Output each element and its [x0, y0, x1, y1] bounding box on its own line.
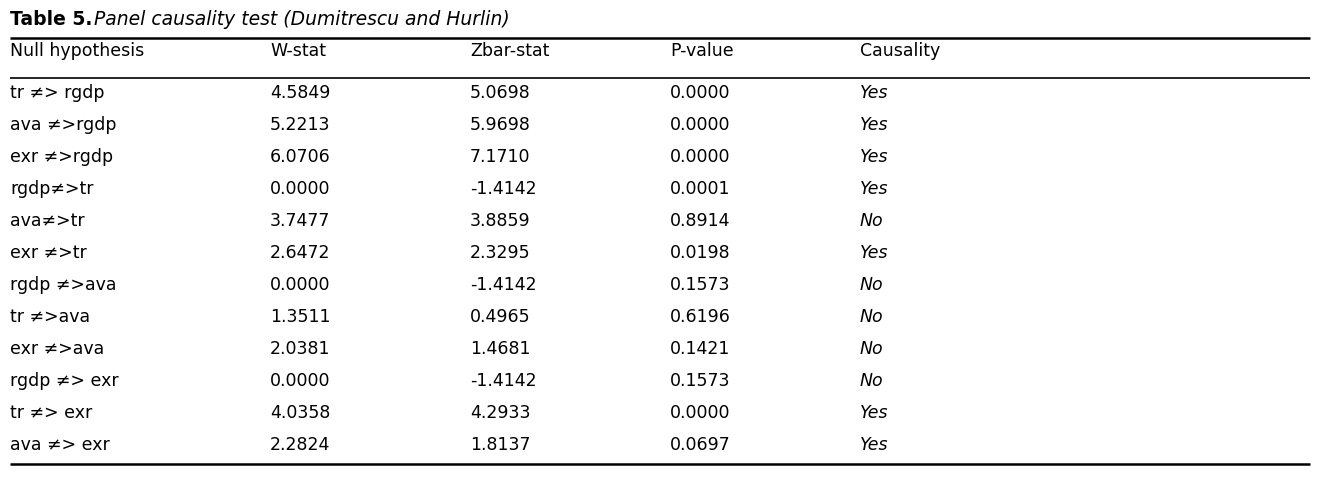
Text: Panel causality test (Dumitrescu and Hurlin): Panel causality test (Dumitrescu and Hur…	[88, 10, 510, 29]
Text: Yes: Yes	[861, 84, 888, 102]
Text: 2.6472: 2.6472	[271, 244, 330, 262]
Text: Table 5.: Table 5.	[11, 10, 92, 29]
Text: 0.8914: 0.8914	[671, 212, 730, 230]
Text: 0.0000: 0.0000	[671, 116, 730, 134]
Text: 5.0698: 5.0698	[470, 84, 531, 102]
Text: 0.0000: 0.0000	[271, 180, 330, 198]
Text: 6.0706: 6.0706	[271, 148, 331, 166]
Text: No: No	[861, 340, 883, 358]
Text: 0.0697: 0.0697	[671, 436, 731, 454]
Text: No: No	[861, 276, 883, 294]
Text: Causality: Causality	[861, 42, 940, 60]
Text: 0.4965: 0.4965	[470, 308, 531, 326]
Text: -1.4142: -1.4142	[470, 372, 537, 390]
Text: 0.1573: 0.1573	[671, 372, 730, 390]
Text: 1.4681: 1.4681	[470, 340, 531, 358]
Text: W-stat: W-stat	[271, 42, 326, 60]
Text: Yes: Yes	[861, 436, 888, 454]
Text: exr ≠>rgdp: exr ≠>rgdp	[11, 148, 114, 166]
Text: No: No	[861, 372, 883, 390]
Text: 0.0000: 0.0000	[671, 148, 730, 166]
Text: -1.4142: -1.4142	[470, 180, 537, 198]
Text: ava≠>tr: ava≠>tr	[11, 212, 84, 230]
Text: 4.5849: 4.5849	[271, 84, 330, 102]
Text: 0.0000: 0.0000	[671, 404, 730, 422]
Text: 0.6196: 0.6196	[671, 308, 731, 326]
Text: 5.9698: 5.9698	[470, 116, 531, 134]
Text: 0.1421: 0.1421	[671, 340, 730, 358]
Text: 0.0000: 0.0000	[271, 276, 330, 294]
Text: Yes: Yes	[861, 180, 888, 198]
Text: 0.0000: 0.0000	[271, 372, 330, 390]
Text: Null hypothesis: Null hypothesis	[11, 42, 144, 60]
Text: rgdp ≠>ava: rgdp ≠>ava	[11, 276, 116, 294]
Text: ava ≠> exr: ava ≠> exr	[11, 436, 110, 454]
Text: 2.2824: 2.2824	[271, 436, 330, 454]
Text: ava ≠>rgdp: ava ≠>rgdp	[11, 116, 116, 134]
Text: 0.0000: 0.0000	[671, 84, 730, 102]
Text: 2.0381: 2.0381	[271, 340, 330, 358]
Text: 2.3295: 2.3295	[470, 244, 531, 262]
Text: 4.2933: 4.2933	[470, 404, 531, 422]
Text: exr ≠>ava: exr ≠>ava	[11, 340, 104, 358]
Text: 4.0358: 4.0358	[271, 404, 330, 422]
Text: tr ≠> rgdp: tr ≠> rgdp	[11, 84, 104, 102]
Text: 0.1573: 0.1573	[671, 276, 730, 294]
Text: 3.8859: 3.8859	[470, 212, 531, 230]
Text: Yes: Yes	[861, 148, 888, 166]
Text: 1.3511: 1.3511	[271, 308, 330, 326]
Text: 1.8137: 1.8137	[470, 436, 531, 454]
Text: Zbar-stat: Zbar-stat	[470, 42, 549, 60]
Text: No: No	[861, 308, 883, 326]
Text: tr ≠> exr: tr ≠> exr	[11, 404, 92, 422]
Text: 7.1710: 7.1710	[470, 148, 531, 166]
Text: rgdp≠>tr: rgdp≠>tr	[11, 180, 94, 198]
Text: -1.4142: -1.4142	[470, 276, 537, 294]
Text: exr ≠>tr: exr ≠>tr	[11, 244, 87, 262]
Text: 0.0001: 0.0001	[671, 180, 730, 198]
Text: rgdp ≠> exr: rgdp ≠> exr	[11, 372, 119, 390]
Text: P-value: P-value	[671, 42, 734, 60]
Text: Yes: Yes	[861, 244, 888, 262]
Text: Yes: Yes	[861, 116, 888, 134]
Text: 3.7477: 3.7477	[271, 212, 330, 230]
Text: 0.0198: 0.0198	[671, 244, 731, 262]
Text: No: No	[861, 212, 883, 230]
Text: tr ≠>ava: tr ≠>ava	[11, 308, 90, 326]
Text: Yes: Yes	[861, 404, 888, 422]
Text: 5.2213: 5.2213	[271, 116, 330, 134]
